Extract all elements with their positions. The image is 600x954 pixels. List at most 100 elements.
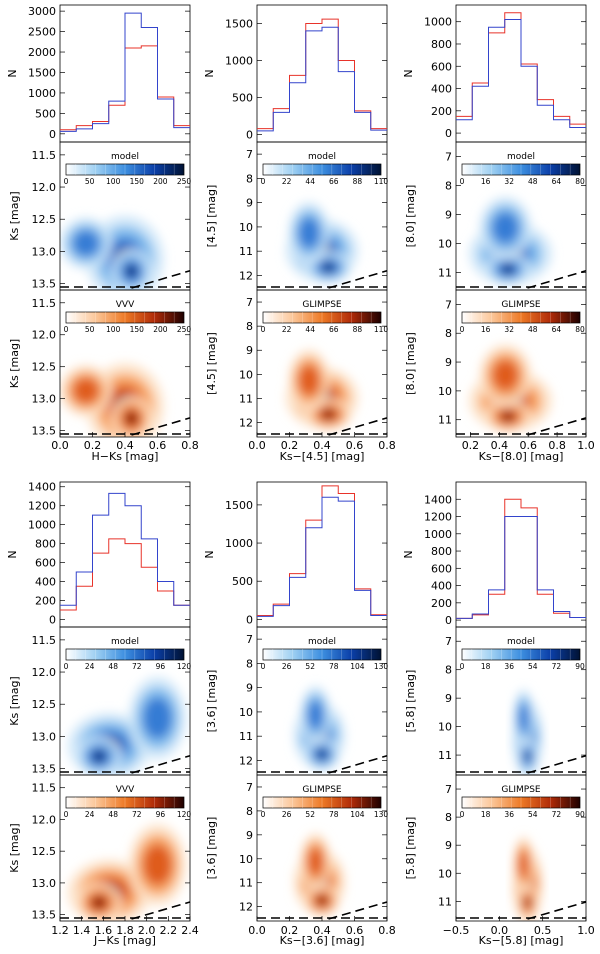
hist-ytick-label: 1000 [28, 87, 56, 100]
cmd-ytick-label: 8 [246, 320, 253, 333]
hist-series-blue [456, 516, 586, 619]
cmd-frame [455, 289, 587, 438]
colorbar-tick-label: 100 [106, 325, 121, 334]
cmd-ytick-label: 12.0 [32, 813, 57, 826]
cmd-frame [455, 774, 587, 922]
cmd-xtick-label: 0.6 [346, 439, 364, 452]
colorbar-title: model [111, 637, 139, 647]
hist-ytick-label: 400 [431, 83, 452, 96]
colorbar-tick-label: 36 [504, 662, 514, 671]
colorbar-tick-label: 250 [177, 177, 192, 186]
colorbar-tick-label: 52 [305, 810, 315, 819]
colorbar-tick-label: 110 [374, 325, 389, 334]
density-level [128, 268, 135, 275]
density-level [95, 899, 103, 906]
colorbar-tick-label: 90 [575, 810, 585, 819]
cmd-ylabel: [8.0] [mag] [404, 332, 417, 395]
cmd-ylabel: [3.6] [mag] [205, 670, 218, 733]
cmd-ytick-label: 9 [445, 692, 452, 705]
cmd-xtick-label: 0.4 [313, 924, 331, 937]
cmd-ylabel: Ks [mag] [8, 339, 21, 388]
colorbar-tick-label: 104 [350, 810, 365, 819]
colorbar-tick-label: 66 [329, 177, 339, 186]
colorbar-tick-label: 32 [504, 325, 514, 334]
colorbar-tick-label: 88 [353, 177, 363, 186]
colorbar-tick-label: 18 [481, 662, 491, 671]
cmd-xtick-label: 1.2 [51, 924, 69, 937]
hist-ytick-label: 400 [431, 580, 452, 593]
reddening-line [527, 754, 587, 774]
density-level [518, 703, 529, 733]
hist-ytick-label: 800 [431, 38, 452, 51]
cmd-ytick-label: 7 [445, 151, 452, 164]
colorbar-tick-label: 0 [460, 810, 465, 819]
density-level [73, 230, 99, 257]
colorbar-title: GLIMPSE [501, 785, 541, 795]
colorbar-tick-label: 36 [504, 810, 514, 819]
hist-ylabel: N [203, 69, 216, 77]
colorbar-tick-label: 26 [282, 810, 292, 819]
cmd-xtick-label: 0.6 [346, 924, 364, 937]
cmd-ytick-label: 12 [239, 754, 253, 767]
cmd-ytick-label: 10 [438, 721, 452, 734]
cmd-ytick-label: 12.5 [32, 698, 57, 711]
cmd-xtick-label: 0.0 [51, 439, 69, 452]
hist-ylabel: N [402, 69, 415, 77]
cmd-ytick-label: 7 [445, 298, 452, 311]
hist-series-red [60, 538, 190, 611]
cmd-xtick-label: 0.0 [248, 439, 266, 452]
obs-panel: 7 8 9 10 11 [8.0] [mag] GLIMPSE 0 16 32 48 64 80 [404, 289, 587, 438]
colorbar-tick-label: 44 [305, 177, 315, 186]
hist-series-red [456, 498, 586, 619]
colorbar-tick-label: 72 [552, 810, 562, 819]
density-level [504, 414, 512, 419]
hist-ytick-label: 500 [35, 107, 56, 120]
density-map [67, 676, 187, 775]
colorbar-tick-label: 250 [177, 325, 192, 334]
density-level [492, 359, 519, 391]
cmd-ytick-label: 12 [239, 269, 253, 282]
colorbar-tick-label: 150 [130, 325, 145, 334]
cmd-xtick-label: 0.4 [116, 439, 134, 452]
colorbar-tick-label: 0 [261, 325, 266, 334]
cmd-xtick-label: 0.4 [313, 439, 331, 452]
cmd-ytick-label: 7 [246, 148, 253, 161]
colorbar-tick-label: 96 [156, 810, 166, 819]
cmd-ylabel: Ks [mag] [8, 676, 21, 725]
model-panel: 7 8 9 10 11 [5.8] [mag] model 0 18 36 54 72 90 [404, 626, 587, 776]
cmd-ytick-label: 7 [445, 635, 452, 648]
cmd-ytick-label: 13.5 [32, 278, 57, 291]
cmd-ytick-label: 8 [246, 805, 253, 818]
cmd-xtick-label: 0.8 [181, 439, 199, 452]
hist-ytick-label: 3000 [28, 5, 56, 18]
density-map [60, 362, 164, 437]
cmd-ytick-label: 13.5 [32, 763, 57, 776]
hist-ytick-label: 600 [431, 60, 452, 73]
cmd-ytick-label: 11 [239, 730, 253, 743]
colorbar-title: GLIMPSE [501, 300, 541, 310]
cmd-ytick-label: 11 [438, 414, 452, 427]
obs-panel: 7 8 9 10 11 12 [4.5] [mag] GLIMPSE 0 22 44 66 88 110 [205, 289, 389, 438]
cmd-ylabel: [4.5] [mag] [205, 332, 218, 395]
hist-series-red [257, 18, 387, 130]
cmd-ytick-label: 13.0 [32, 393, 57, 406]
colorbar-tick-label: 32 [504, 177, 514, 186]
colorbar-tick-label: 0 [460, 177, 465, 186]
cmd-ytick-label: 8 [445, 811, 452, 824]
cmd-ytick-label: 12.5 [32, 845, 57, 858]
cmd-ytick-label: 11 [438, 267, 452, 280]
density-level [504, 266, 512, 272]
cmd-ylabel: Ks [mag] [8, 191, 21, 240]
cmd-ytick-label: 11.5 [32, 634, 57, 647]
cmd-ytick-label: 10 [239, 706, 253, 719]
hist-ytick-label: 1400 [424, 493, 452, 506]
colorbar-tick-label: 100 [106, 177, 121, 186]
density-map [293, 685, 346, 771]
colorbar-tick-label: 72 [552, 662, 562, 671]
colorbar-tick-label: 80 [575, 177, 585, 186]
density-level [143, 697, 172, 739]
density-level [298, 364, 320, 396]
colorbar-tick-label: 0 [64, 810, 69, 819]
cmd-ytick-label: 11 [239, 877, 253, 890]
colorbar-tick-label: 110 [374, 177, 389, 186]
